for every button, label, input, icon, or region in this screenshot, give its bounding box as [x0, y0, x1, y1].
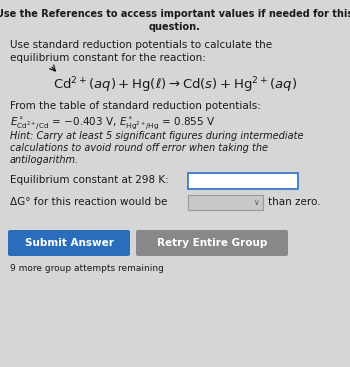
FancyBboxPatch shape [8, 230, 130, 256]
Text: question.: question. [149, 22, 201, 32]
Text: Use the References to access important values if needed for this: Use the References to access important v… [0, 9, 350, 19]
FancyBboxPatch shape [188, 195, 263, 210]
Text: calculations to avoid round off error when taking the: calculations to avoid round off error wh… [10, 143, 268, 153]
Text: ∨: ∨ [253, 198, 259, 207]
Text: Equilibrium constant at 298 K:: Equilibrium constant at 298 K: [10, 175, 169, 185]
Text: $\mathregular{Cd^{2+}}(aq) + \mathrm{Hg}(\ell) \rightarrow \mathrm{Cd}(s) + \mat: $\mathregular{Cd^{2+}}(aq) + \mathrm{Hg}… [53, 75, 297, 95]
Text: $E^\circ_{\mathrm{Cd^{2+}/Cd}}$ = $-$0.403 V, $E^\circ_{\mathrm{Hg^{2+}/Hg}}$ = : $E^\circ_{\mathrm{Cd^{2+}/Cd}}$ = $-$0.4… [10, 115, 215, 131]
Text: Hint: Carry at least 5 significant figures during intermediate: Hint: Carry at least 5 significant figur… [10, 131, 303, 141]
Text: Submit Answer: Submit Answer [25, 238, 113, 248]
Text: Use standard reduction potentials to calculate the: Use standard reduction potentials to cal… [10, 40, 272, 50]
Text: than zero.: than zero. [268, 197, 321, 207]
Text: Retry Entire Group: Retry Entire Group [157, 238, 267, 248]
Text: From the table of standard reduction potentials:: From the table of standard reduction pot… [10, 101, 261, 111]
Text: 9 more group attempts remaining: 9 more group attempts remaining [10, 264, 164, 273]
FancyBboxPatch shape [188, 173, 298, 189]
FancyBboxPatch shape [136, 230, 288, 256]
Text: ΔG° for this reaction would be: ΔG° for this reaction would be [10, 197, 167, 207]
Text: antilogarithm.: antilogarithm. [10, 155, 79, 165]
Text: equilibrium constant for the reaction:: equilibrium constant for the reaction: [10, 53, 206, 63]
